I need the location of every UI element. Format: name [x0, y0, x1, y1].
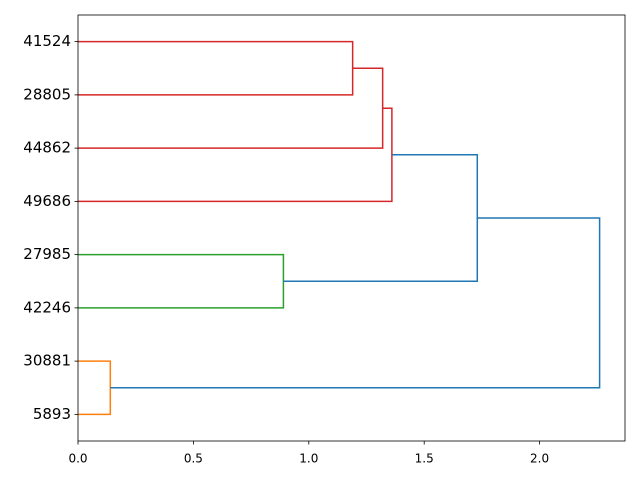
dendrogram-link — [283, 154, 479, 282]
leaf-label: 30881 — [23, 352, 71, 370]
x-tick-label: 1.0 — [299, 452, 318, 466]
dendrogram-link — [78, 253, 285, 309]
dendrogram-link — [78, 107, 393, 203]
leaf-label: 42246 — [23, 298, 71, 316]
x-tick-label: 0.5 — [184, 452, 203, 466]
dendrogram-link — [78, 40, 354, 96]
leaf-label: 49686 — [23, 192, 71, 210]
x-tick-label: 1.5 — [415, 452, 434, 466]
dendrogram-link — [78, 67, 384, 149]
x-tick-label: 2.0 — [530, 452, 549, 466]
leaf-label: 28805 — [23, 85, 71, 103]
leaf-label: 27985 — [23, 245, 71, 263]
x-tick-label: 0.0 — [68, 452, 87, 466]
dendrogram-link — [110, 217, 601, 389]
dendrogram-link — [78, 360, 112, 416]
plot-frame — [77, 14, 626, 442]
leaf-label: 44862 — [23, 139, 71, 157]
leaf-label: 5893 — [33, 405, 71, 423]
leaf-label: 41524 — [23, 32, 71, 50]
